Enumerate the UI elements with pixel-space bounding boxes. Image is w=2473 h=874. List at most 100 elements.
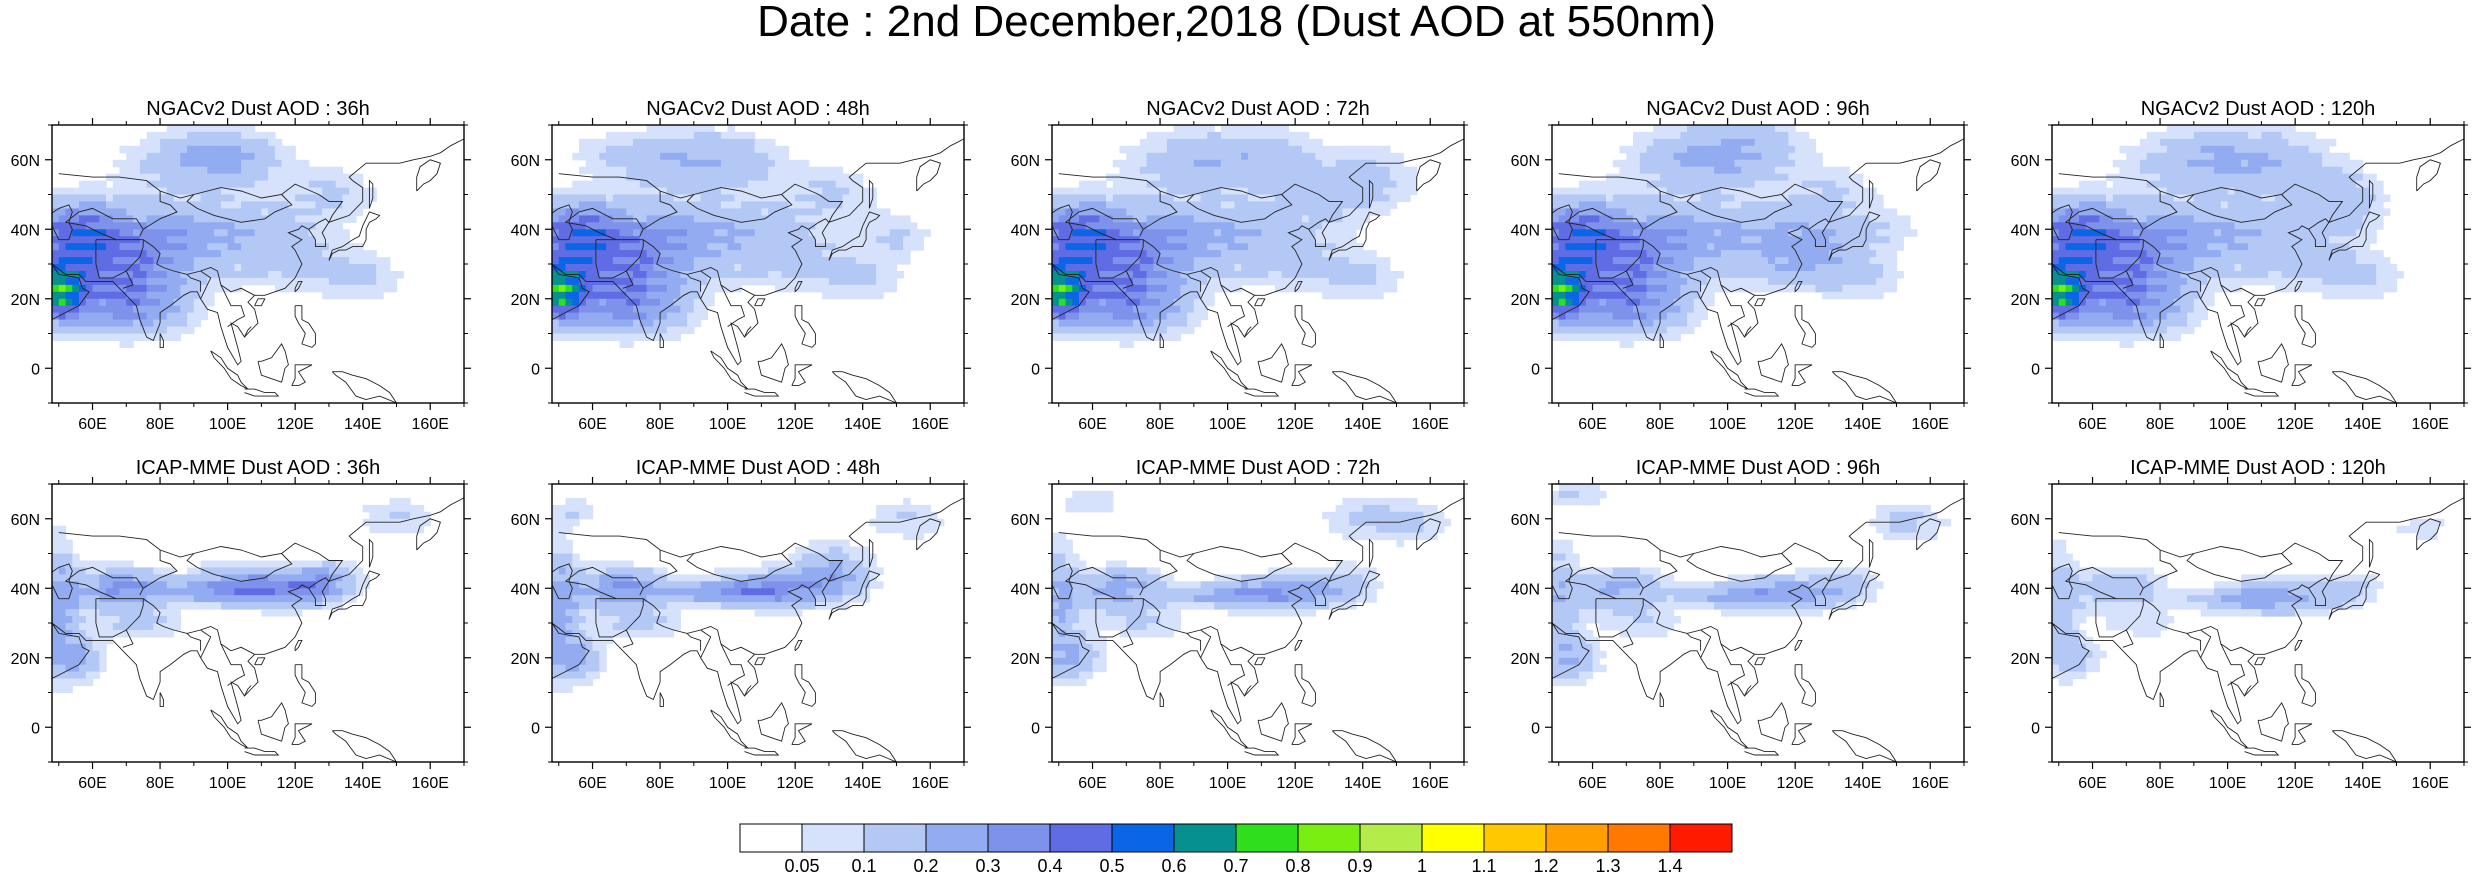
lat-tick-label: 0 <box>2031 720 2040 737</box>
lon-tick-label: 100E <box>209 775 246 792</box>
map-panel-6: ICAP-MME Dust AOD : 36h 60E 80E 100E 120E 140… <box>11 457 471 792</box>
lon-tick-label: 160E <box>912 775 949 792</box>
coastlines <box>1552 497 1964 762</box>
colorbar-swatch <box>1173 823 1237 853</box>
colorbar-swatch <box>1111 823 1175 853</box>
figure-title: Date : 2nd December,2018 (Dust AOD at 55… <box>757 0 1716 46</box>
lat-tick-label: 0 <box>1531 361 1540 378</box>
lon-tick-label: 160E <box>1912 775 1949 792</box>
lat-tick-label: 20N <box>1511 292 1540 309</box>
colorbar-swatch <box>863 823 927 853</box>
lon-tick-label: 120E <box>776 416 813 433</box>
coastlines <box>552 497 964 762</box>
coastlines <box>2052 497 2464 762</box>
lat-tick-label: 20N <box>1511 651 1540 668</box>
lat-tick-label: 60N <box>11 512 40 529</box>
map-panel-2: NGACv2 Dust AOD : 48h 60E 80E 100E 120E 140E 1… <box>511 98 971 433</box>
colorbar-label: 0.5 <box>1099 856 1124 874</box>
lat-tick-label: 60N <box>1511 512 1540 529</box>
dust-aod-field <box>552 484 964 762</box>
coastlines <box>2052 138 2464 403</box>
colorbar-label: 0.1 <box>851 856 876 874</box>
lon-tick-label: 120E <box>776 775 813 792</box>
lat-tick-label: 0 <box>531 720 540 737</box>
lon-tick-label: 60E <box>78 416 106 433</box>
lat-tick-label: 20N <box>11 292 40 309</box>
colorbar-swatch <box>1359 823 1423 853</box>
panel-title: NGACv2 Dust AOD : 36h <box>146 98 369 120</box>
lon-tick-label: 160E <box>1912 416 1949 433</box>
lon-tick-label: 160E <box>912 416 949 433</box>
colorbar-label: 0.9 <box>1347 856 1372 874</box>
panel-title: ICAP-MME Dust AOD : 36h <box>136 457 381 479</box>
lon-tick-label: 100E <box>1709 775 1746 792</box>
lon-tick-label: 120E <box>276 775 313 792</box>
lat-tick-label: 20N <box>1011 292 1040 309</box>
lon-tick-label: 120E <box>1776 416 1813 433</box>
panel-title: NGACv2 Dust AOD : 72h <box>1146 98 1369 120</box>
lon-tick-label: 100E <box>1209 775 1246 792</box>
lat-tick-label: 0 <box>31 361 40 378</box>
lat-tick-label: 40N <box>1011 581 1040 598</box>
lat-tick-label: 60N <box>2011 512 2040 529</box>
lon-tick-label: 80E <box>2146 416 2174 433</box>
dust-aod-field <box>52 125 464 403</box>
lon-tick-label: 100E <box>1209 416 1246 433</box>
lon-tick-label: 140E <box>344 416 381 433</box>
lat-tick-label: 60N <box>2011 153 2040 170</box>
colorbar-label: 1.4 <box>1657 856 1682 874</box>
lon-tick-label: 140E <box>2344 416 2381 433</box>
colorbar-label: 0.3 <box>975 856 1000 874</box>
panel-title: ICAP-MME Dust AOD : 120h <box>2130 457 2386 479</box>
lon-tick-label: 80E <box>646 416 674 433</box>
coastlines <box>52 138 464 403</box>
lon-tick-label: 60E <box>578 775 606 792</box>
colorbar-label: 0.4 <box>1037 856 1062 874</box>
coastlines <box>1552 138 1964 403</box>
lat-tick-label: 0 <box>1031 720 1040 737</box>
lon-tick-label: 140E <box>1844 775 1881 792</box>
panel-title: NGACv2 Dust AOD : 120h <box>2141 98 2376 120</box>
lat-tick-label: 40N <box>1511 222 1540 239</box>
map-panel-8: ICAP-MME Dust AOD : 72h 60E 80E 100E 120E 140… <box>1011 457 1471 792</box>
lat-tick-label: 20N <box>11 651 40 668</box>
dust-aod-field <box>2052 484 2464 762</box>
lon-tick-label: 160E <box>412 416 449 433</box>
lon-tick-label: 160E <box>2412 416 2449 433</box>
lat-tick-label: 40N <box>1011 222 1040 239</box>
lon-tick-label: 80E <box>1146 775 1174 792</box>
lon-tick-label: 160E <box>1412 416 1449 433</box>
colorbar-label: 1.2 <box>1533 856 1558 874</box>
lat-tick-label: 0 <box>31 720 40 737</box>
lon-tick-label: 100E <box>2209 775 2246 792</box>
lat-tick-label: 40N <box>2011 222 2040 239</box>
colorbar-swatch <box>925 823 989 853</box>
lon-tick-label: 100E <box>709 775 746 792</box>
lon-tick-label: 60E <box>1578 775 1606 792</box>
lat-tick-label: 0 <box>2031 361 2040 378</box>
lon-tick-label: 140E <box>344 775 381 792</box>
colorbar-swatch <box>1607 823 1671 853</box>
lon-tick-label: 80E <box>1646 416 1674 433</box>
colorbar-swatch <box>1669 823 1733 853</box>
colorbar-swatch <box>987 823 1051 853</box>
lat-tick-label: 60N <box>11 153 40 170</box>
map-panel-3: NGACv2 Dust AOD : 72h 60E 80E 100E 120E 140E 1… <box>1011 98 1471 433</box>
lon-tick-label: 140E <box>1344 416 1381 433</box>
panel-title: ICAP-MME Dust AOD : 72h <box>1136 457 1381 479</box>
lat-tick-label: 40N <box>11 581 40 598</box>
coastlines <box>1052 497 1464 762</box>
colorbar-swatch <box>1049 823 1113 853</box>
panel-title: NGACv2 Dust AOD : 48h <box>646 98 869 120</box>
lat-tick-label: 40N <box>511 581 540 598</box>
lon-tick-label: 100E <box>1709 416 1746 433</box>
lon-tick-label: 120E <box>1276 775 1313 792</box>
colorbar-swatch <box>1421 823 1485 853</box>
lon-tick-label: 120E <box>2276 775 2313 792</box>
lon-tick-label: 60E <box>1078 416 1106 433</box>
lon-tick-label: 80E <box>146 416 174 433</box>
lat-tick-label: 20N <box>511 292 540 309</box>
map-panel-9: ICAP-MME Dust AOD : 96h 60E 80E 100E 120E 140… <box>1511 457 1971 792</box>
lon-tick-label: 160E <box>1412 775 1449 792</box>
map-panel-10: ICAP-MME Dust AOD : 120h 60E 80E 100E 120E 14… <box>2011 457 2471 792</box>
